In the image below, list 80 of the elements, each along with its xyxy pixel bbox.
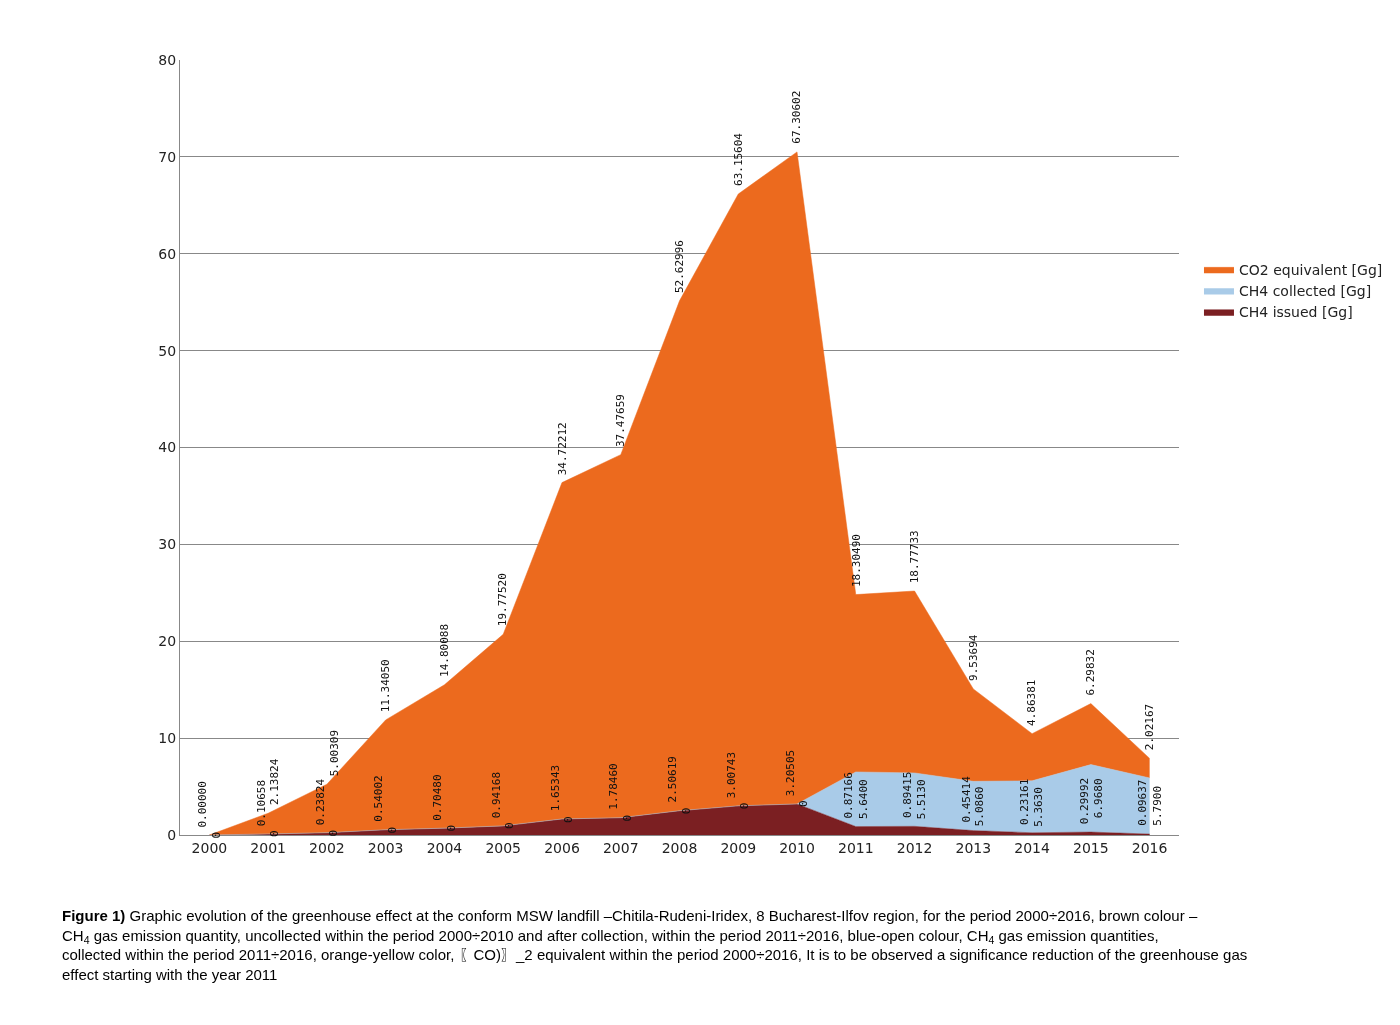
data-label: 0 (738, 802, 752, 810)
data-label: 2.02167 (1143, 703, 1157, 751)
y-tick-label: 20 (158, 633, 177, 650)
x-tick-label: 2008 (661, 839, 698, 856)
y-tick-label: 80 (158, 51, 177, 68)
data-label: 0 (797, 800, 811, 807)
data-label: 0 (503, 822, 517, 830)
data-label: 0.09637 (1136, 779, 1150, 826)
y-tick-label: 50 (158, 342, 177, 359)
y-tick-label: 40 (158, 439, 177, 456)
data-label: 5.00309 (327, 729, 341, 777)
data-label: 9.53694 (966, 634, 980, 681)
data-label: 0.45414 (960, 775, 974, 823)
data-label: 18.77733 (907, 530, 921, 584)
y-tick-label: 0 (167, 826, 177, 843)
data-label: 67.30602 (790, 90, 804, 144)
text: Figure 1) Graphic evolution of the greenhouse effect at the conform MSW landfill –Chitila-Rudeni-Iridex, 8 Bucharest-Ilfov region, for the period 2000÷2016, brown colour – CH$_{4}$ gas emission quantity, uncollected within the period 2000÷2010 and after collection, within the period 2011÷2016, blue-open colour, CH$_{4}$ gas emission quantities, collected within the period 2011÷2016, orange-yellow color, 〖CO)〗_2 equivalent within the period 2000÷2016, It is to be observed a significance reduction of the greenhouse gas effect starting with the year 2011 (62, 907, 1248, 983)
data-label: 5.7900 (1150, 785, 1164, 826)
x-tick-label: 2004 (426, 839, 463, 856)
x-tick-label: 2003 (367, 839, 404, 856)
data-label: 0 (385, 826, 399, 834)
data-label: 5.3630 (1032, 787, 1046, 827)
data-label: 52.62996 (672, 240, 686, 294)
legend-label: CO2 equivalent [Gg] (1238, 261, 1383, 278)
x-tick-label: 2001 (250, 839, 286, 856)
data-label: 0.70480 (431, 774, 445, 821)
legend-label: CH4 issued [Gg] (1238, 304, 1353, 321)
data-label: 0.29992 (1077, 777, 1091, 825)
data-label: 6.29832 (1084, 649, 1098, 696)
x-tick-label: 2013 (955, 839, 992, 856)
x-tick-label: 2016 (1131, 839, 1168, 856)
data-label: 0 (621, 814, 635, 822)
data-label: 0 (679, 807, 693, 815)
x-tick-label: 2007 (602, 839, 639, 856)
data-label: 0.87166 (842, 772, 856, 819)
data-label: 34.72212 (555, 422, 569, 476)
data-label: 3.00743 (725, 751, 739, 799)
data-label: 5.0860 (973, 786, 987, 827)
data-label: 2.50619 (665, 756, 679, 803)
data-label: 0.10658 (254, 779, 268, 827)
data-label: 5.6400 (856, 779, 870, 820)
x-tick-label: 2015 (1073, 839, 1109, 856)
legend-label: CH4 collected [Gg] (1238, 283, 1372, 300)
x-tick-label: 2002 (309, 839, 345, 856)
data-label: 4.86381 (1025, 679, 1039, 726)
x-tick-label: 2014 (1014, 839, 1050, 856)
data-label: 0 (210, 831, 224, 839)
x-tick-label: 2005 (485, 839, 522, 856)
x-tick-label: 2011 (837, 839, 874, 856)
data-label: 0.54002 (371, 775, 385, 822)
data-label: 1.65343 (548, 764, 562, 812)
data-label: 6.9680 (1091, 778, 1105, 819)
x-tick-label: 2006 (544, 839, 580, 856)
data-label: 0 (561, 816, 575, 823)
data-label: 5.5130 (914, 779, 928, 820)
data-label: 0.00000 (196, 781, 210, 828)
data-label: 37.47659 (614, 394, 628, 448)
data-label: 0.89415 (901, 771, 915, 819)
x-tick-label: 2012 (896, 839, 933, 856)
y-tick-label: 60 (158, 245, 177, 262)
data-label: 11.34050 (379, 659, 393, 713)
y-tick-label: 10 (158, 730, 177, 747)
data-label: 19.77520 (496, 573, 510, 627)
data-label: 0 (327, 829, 341, 837)
data-label: 1.78460 (606, 763, 620, 810)
data-label: 3.20505 (783, 749, 797, 797)
data-label: 18.30490 (849, 534, 863, 588)
x-tick-label: 2010 (779, 839, 815, 856)
data-label: 0 (268, 830, 282, 838)
y-tick-label: 30 (158, 536, 177, 553)
data-label: 2.13824 (268, 758, 282, 806)
data-label: 0 (445, 824, 459, 832)
data-label: 0.23824 (313, 778, 327, 826)
x-tick-label: 2009 (720, 839, 757, 856)
data-label: 63.15604 (731, 132, 745, 186)
x-tick-label: 2000 (191, 839, 228, 856)
y-tick-label: 70 (158, 148, 177, 165)
data-label: 0.94168 (490, 771, 504, 819)
data-label: 0.23161 (1018, 778, 1032, 826)
data-label: 14.80088 (437, 623, 451, 677)
